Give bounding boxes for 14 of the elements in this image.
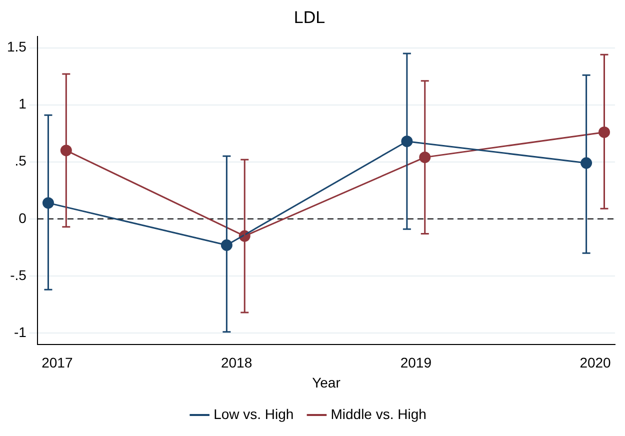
x-tick-label: 2019 bbox=[400, 354, 432, 371]
y-tick-label: 1 bbox=[18, 96, 27, 112]
y-tick-label: 1.5 bbox=[6, 38, 27, 55]
x-tick-label: 2020 bbox=[580, 354, 612, 371]
x-tick-label: 2017 bbox=[42, 354, 73, 371]
y-tick-label: -.5 bbox=[10, 266, 27, 283]
y-tick-label: 0 bbox=[18, 210, 27, 226]
y-tick-label: .5 bbox=[14, 152, 27, 169]
y-tick-label: -1 bbox=[14, 324, 27, 340]
chart-title: LDL bbox=[294, 8, 326, 27]
x-axis-title: Year bbox=[312, 374, 341, 390]
legend-label: Middle vs. High bbox=[330, 406, 426, 422]
x-tick-label: 2018 bbox=[220, 354, 252, 371]
legend-label: Low vs. High bbox=[214, 406, 294, 422]
